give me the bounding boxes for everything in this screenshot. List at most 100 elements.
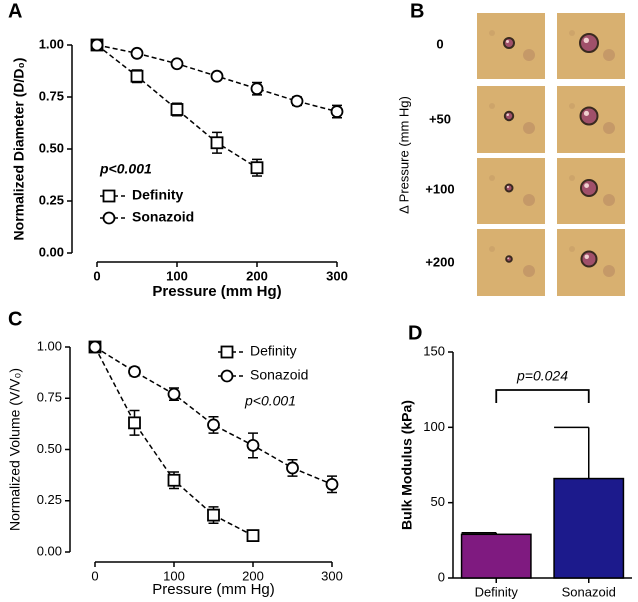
significance-bracket	[495, 389, 590, 403]
x-tick-label: 0	[91, 568, 98, 583]
bar	[553, 477, 625, 579]
data-point	[130, 69, 144, 83]
panel-label: C	[8, 308, 22, 330]
y-tick-label: 0	[438, 569, 445, 584]
speck	[603, 122, 615, 134]
y-tick-label: 0.00	[37, 543, 62, 558]
speck	[523, 265, 535, 277]
y-tick-label: 0.50	[37, 441, 62, 456]
data-point	[246, 529, 260, 542]
data-point	[325, 477, 339, 491]
x-tick-label: 100	[166, 268, 188, 283]
speck	[523, 49, 535, 61]
row-label: +200	[425, 254, 454, 269]
bubble-glint	[584, 254, 589, 259]
legend-label: Sonazoid	[132, 209, 194, 225]
x-tick-label: Definity	[475, 584, 519, 599]
row-label: +50	[429, 111, 451, 126]
y-axis-label: Bulk Modulus (kPa)	[399, 400, 415, 530]
data-point	[250, 161, 264, 175]
bubble-glint	[583, 37, 589, 43]
bubble	[579, 106, 599, 126]
y-tick-label: 0.25	[39, 192, 64, 207]
legend-marker	[102, 189, 116, 203]
bubble	[579, 33, 599, 53]
speck	[523, 122, 535, 134]
x-tick-label: 200	[246, 268, 268, 283]
data-point	[290, 94, 304, 108]
data-point	[170, 57, 184, 71]
data-point	[330, 105, 344, 118]
x-tick-label: 100	[163, 568, 185, 583]
y-tick-label: 0.00	[39, 244, 64, 259]
x-tick-label: 200	[242, 568, 264, 583]
x-tick-label: Sonazoid	[562, 584, 616, 599]
speck	[489, 175, 495, 181]
data-point	[167, 387, 181, 401]
y-tick-label: 0.25	[37, 492, 62, 507]
panel-label: A	[8, 0, 22, 22]
bubble	[503, 110, 515, 122]
speck	[489, 30, 495, 36]
annotation: p<0.001	[244, 393, 296, 409]
data-point	[170, 103, 184, 116]
bubble-glint	[507, 257, 509, 259]
bubble	[580, 179, 598, 197]
bubble-glint	[583, 110, 589, 116]
row-label: +100	[425, 181, 454, 196]
data-point	[167, 473, 181, 487]
data-point	[210, 136, 224, 150]
bar	[460, 533, 532, 579]
speck	[569, 246, 575, 252]
data-point	[128, 416, 141, 430]
legend-label: Sonazoid	[250, 367, 308, 383]
data-point	[246, 438, 260, 452]
y-axis-label: Normalized Volume (V/V₀)	[7, 368, 23, 531]
y-tick-label: 0.75	[37, 390, 62, 405]
annotation: p<0.001	[99, 161, 152, 177]
data-point	[128, 365, 141, 379]
data-point	[207, 508, 220, 522]
speck	[569, 30, 575, 36]
y-tick-label: 150	[423, 343, 445, 358]
micrograph	[477, 229, 545, 296]
speck	[603, 265, 615, 277]
legend-label: Definity	[250, 343, 297, 359]
image-panel: Δ Pressure (mm Hg) 0 +50 +100 +200	[396, 13, 625, 296]
bubble-glint	[506, 113, 509, 116]
y-tick-label: 1.00	[39, 36, 64, 51]
data-point	[286, 461, 299, 475]
bubble-glint	[584, 183, 589, 189]
x-tick-label: 0	[93, 268, 100, 283]
data-point	[250, 82, 264, 96]
x-axis-label: Pressure (mm Hg)	[152, 283, 281, 300]
y-tick-label: 0.75	[39, 88, 64, 103]
x-axis-label: Pressure (mm Hg)	[152, 581, 275, 598]
micrographs	[477, 13, 625, 296]
bubble	[580, 250, 598, 268]
x-tick-label: 300	[321, 568, 343, 583]
image-ylabel: Δ Pressure (mm Hg)	[396, 96, 411, 214]
y-tick-label: 100	[423, 419, 445, 434]
data-point	[210, 69, 224, 83]
panel-label: B	[410, 0, 424, 22]
y-tick-label: 1.00	[37, 338, 62, 353]
speck	[569, 103, 575, 109]
y-axis-label: Normalized Diameter (D/D₀)	[11, 58, 27, 241]
panel-label: D	[408, 322, 422, 344]
x-tick-label: 300	[326, 268, 348, 283]
data-point	[130, 46, 144, 60]
legend-label: Definity	[132, 187, 184, 203]
annotation: p=0.024	[516, 368, 568, 384]
bubble	[504, 183, 514, 193]
speck	[523, 194, 535, 206]
y-tick-label: 0.50	[39, 140, 64, 155]
legend-marker	[220, 369, 234, 383]
data-point	[88, 340, 102, 354]
bubble-glint	[506, 40, 509, 43]
data-point	[207, 418, 220, 432]
row-label: 0	[436, 36, 443, 51]
speck	[489, 246, 495, 252]
speck	[603, 194, 615, 206]
